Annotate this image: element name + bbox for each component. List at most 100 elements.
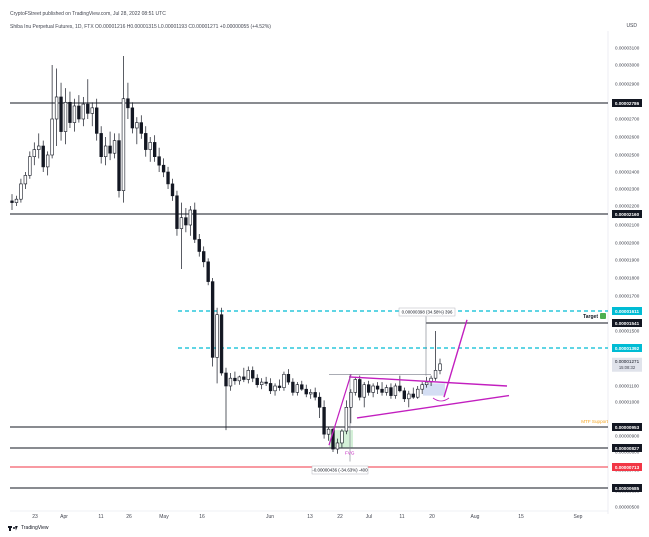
candle-body bbox=[371, 385, 375, 393]
candle-body bbox=[277, 385, 282, 388]
candle-body bbox=[380, 388, 384, 393]
candle-body bbox=[424, 381, 429, 385]
current-price-box bbox=[612, 357, 642, 372]
candle-body bbox=[322, 407, 326, 435]
candle-body bbox=[416, 388, 420, 398]
x-tick-label: Sep bbox=[574, 514, 583, 520]
level-price-label: 0.00000685 bbox=[615, 486, 640, 491]
candle-body bbox=[117, 140, 121, 192]
level-price-label: 0.00002160 bbox=[615, 212, 640, 217]
candle-body bbox=[72, 105, 77, 123]
candle-body bbox=[121, 98, 126, 192]
x-tick-label: 13 bbox=[307, 514, 313, 520]
candle-body bbox=[215, 314, 219, 358]
candle-body bbox=[242, 376, 246, 380]
candle-body bbox=[14, 198, 19, 203]
candle-body bbox=[193, 209, 197, 240]
candle-body bbox=[202, 251, 206, 263]
candle-body bbox=[362, 384, 366, 398]
level-price-box bbox=[612, 319, 642, 327]
candle-body bbox=[331, 428, 335, 450]
candle-body bbox=[295, 384, 300, 393]
candle-body bbox=[45, 154, 50, 168]
y-tick-label: 0.00000500 bbox=[615, 505, 640, 510]
mtf-support-label: MTF Support bbox=[581, 419, 609, 424]
level-price-label: 0.00002786 bbox=[615, 101, 640, 106]
candle-body bbox=[41, 145, 45, 168]
candle-body bbox=[148, 142, 152, 150]
level-price-label: 0.00000953 bbox=[615, 425, 640, 430]
publisher-line: CryptoFStreet published on TradingView.c… bbox=[10, 11, 166, 17]
candle-body bbox=[112, 140, 117, 154]
upper-trendline bbox=[348, 376, 508, 387]
candle-body bbox=[268, 383, 273, 392]
candle-body bbox=[19, 183, 23, 200]
candle-body bbox=[393, 385, 398, 396]
candle-body bbox=[23, 175, 28, 185]
candle-body bbox=[126, 98, 130, 109]
measure-bottom-label: -0.00000436 (-34.63%) -400 bbox=[312, 468, 368, 473]
y-tick-label: 0.00003100 bbox=[615, 46, 640, 51]
level-price-box bbox=[612, 444, 642, 452]
y-tick-label: 0.00001900 bbox=[615, 258, 640, 263]
symbol-info-line: Shiba Inu Perpetual Futures, 1D, FTX O0.… bbox=[10, 24, 271, 30]
current-price-label: 0.00001271 bbox=[615, 359, 640, 364]
candle-body bbox=[246, 370, 250, 380]
candle-body bbox=[10, 200, 14, 203]
candle-body bbox=[54, 96, 59, 120]
candle-body bbox=[433, 370, 438, 379]
level-price-box bbox=[612, 344, 642, 352]
candle-body bbox=[99, 133, 103, 157]
candle-body bbox=[389, 387, 393, 396]
candle-body bbox=[300, 384, 304, 390]
candle-body bbox=[358, 379, 362, 398]
candle-body bbox=[304, 388, 308, 395]
candle-body bbox=[282, 373, 286, 388]
candle-body bbox=[224, 372, 228, 387]
current-zone bbox=[423, 383, 445, 396]
candle-body bbox=[95, 107, 99, 134]
y-tick-label: 0.00002400 bbox=[615, 170, 640, 175]
candle-body bbox=[353, 379, 357, 393]
candle-body bbox=[251, 370, 255, 379]
candle-body bbox=[152, 142, 157, 157]
candle-body bbox=[170, 183, 175, 197]
candle-body bbox=[317, 396, 322, 408]
candle-body bbox=[398, 385, 402, 392]
candle-body bbox=[384, 387, 389, 393]
candle-body bbox=[90, 107, 94, 114]
candle-body bbox=[438, 363, 442, 371]
currency-label: USD bbox=[626, 23, 637, 29]
measure-top-label: 0.00000398 (34.58%) 396 bbox=[402, 310, 453, 315]
candle-body bbox=[219, 314, 224, 374]
candle-body bbox=[130, 107, 135, 129]
fvg-label: FVG bbox=[345, 450, 355, 455]
level-price-label: 0.00001611 bbox=[615, 309, 639, 314]
target-label: Target bbox=[583, 314, 598, 320]
projection-line bbox=[443, 319, 468, 398]
candle-body bbox=[411, 393, 415, 398]
level-price-label: 0.00001392 bbox=[615, 346, 640, 351]
x-tick-label: Aug bbox=[471, 514, 480, 520]
x-tick-label: May bbox=[159, 514, 169, 520]
candle-body bbox=[175, 195, 179, 229]
candle-body bbox=[420, 384, 424, 390]
x-tick-label: 26 bbox=[126, 514, 132, 520]
x-tick-label: 23 bbox=[32, 514, 38, 520]
candle-body bbox=[63, 101, 68, 132]
tradingview-logo[interactable]: TradingView bbox=[8, 525, 49, 531]
y-tick-label: 0.00002300 bbox=[615, 187, 640, 192]
candle-body bbox=[349, 392, 353, 408]
candle-body bbox=[326, 428, 331, 435]
candle-body bbox=[233, 377, 237, 382]
y-tick-label: 0.00001100 bbox=[615, 384, 639, 389]
level-price-box bbox=[612, 210, 642, 218]
candle-body bbox=[68, 101, 72, 123]
candle-body bbox=[259, 381, 264, 385]
x-tick-label: Jun bbox=[266, 514, 274, 520]
candle-body bbox=[286, 373, 291, 383]
candle-body bbox=[309, 392, 313, 395]
candle-body bbox=[59, 96, 63, 132]
candle-body bbox=[197, 239, 201, 252]
